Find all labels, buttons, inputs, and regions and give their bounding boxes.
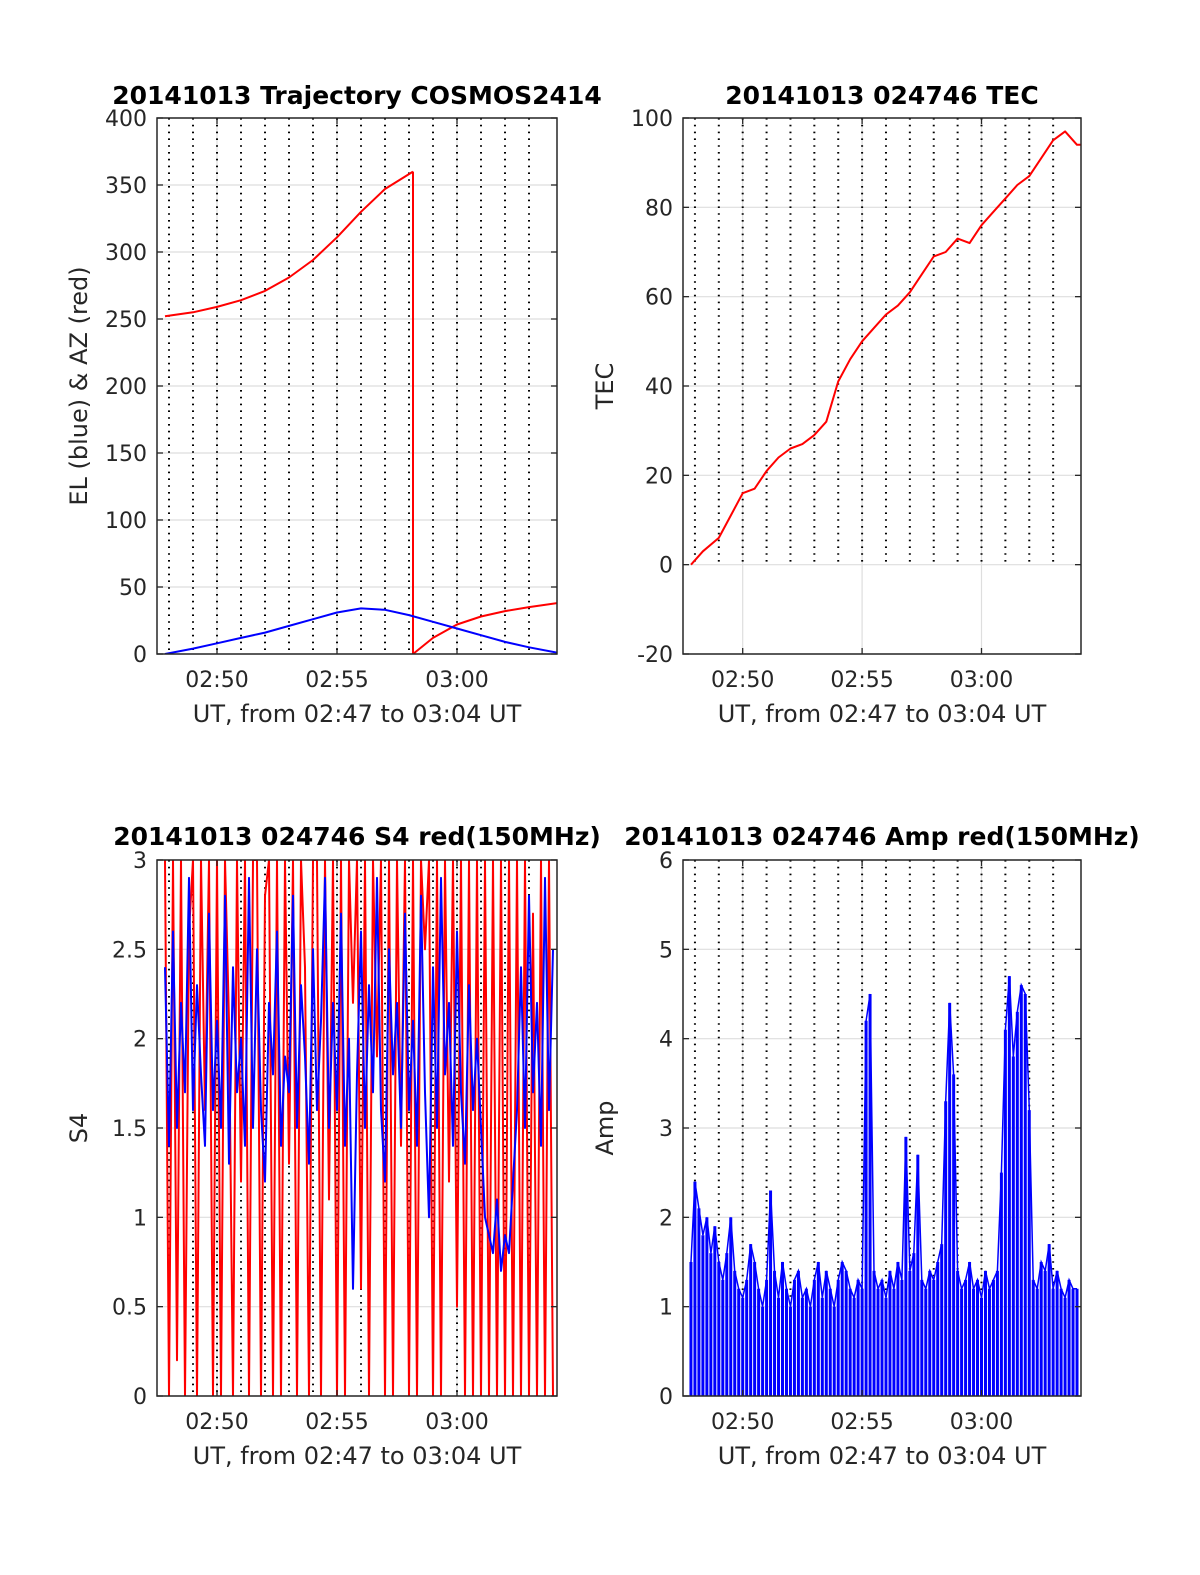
x-tick-label: 02:55 [305, 668, 368, 693]
x-tick-label: 02:50 [185, 668, 248, 693]
y-tick-label: 150 [105, 442, 147, 467]
x-tick-label: 02:55 [305, 1410, 368, 1435]
y-tick-label: 2 [659, 1206, 673, 1231]
y-tick-label: 2.5 [112, 938, 147, 963]
x-axis-label: UT, from 02:47 to 03:04 UT [718, 1442, 1047, 1470]
x-tick-label: 02:50 [711, 668, 774, 693]
chart-trajectory: 0 50 100 150 200 250 300 350 400 02:50 02:55 03:00 U… [65, 81, 602, 728]
plot-area [689, 976, 1079, 1396]
y-tick-label: 350 [105, 174, 147, 199]
x-tick-label: 02:55 [830, 1410, 893, 1435]
y-axis-label: EL (blue) & AZ (red) [65, 266, 93, 505]
chart-title: 20141013 024746 TEC [725, 81, 1038, 110]
plot-area [164, 170, 557, 654]
y-tick-label: 100 [631, 107, 673, 132]
chart-amp: 0 1 2 3 4 5 6 02:50 02:55 03:00 UT, from 02:47 to … [591, 822, 1140, 1470]
y-tick-label: 2 [133, 1028, 147, 1053]
x-tick-label: 02:55 [830, 668, 893, 693]
y-tick-label: 1 [133, 1206, 147, 1231]
y-tick-label: 3 [659, 1117, 673, 1142]
y-axis-label: Amp [591, 1100, 619, 1155]
y-tick-label: 4 [659, 1028, 673, 1053]
chart-title: 20141013 024746 Amp red(150MHz) [624, 822, 1140, 851]
chart-title: 20141013 Trajectory COSMOS2414 [112, 81, 602, 110]
y-tick-label: 200 [105, 375, 147, 400]
series-line-red [164, 170, 414, 318]
y-tick-label: 0 [659, 1385, 673, 1410]
amp-envelope-line [690, 976, 1077, 1307]
x-axis-label: UT, from 02:47 to 03:04 UT [193, 700, 522, 728]
y-tick-label: 5 [659, 938, 673, 963]
series-line-red [412, 602, 557, 654]
y-tick-label: 1 [659, 1296, 673, 1321]
y-tick-label: 300 [105, 241, 147, 266]
series-line-red [690, 130, 1081, 566]
x-axis-label: UT, from 02:47 to 03:04 UT [193, 1442, 522, 1470]
chart-title: 20141013 024746 S4 red(150MHz) [113, 822, 601, 851]
y-tick-label: 20 [645, 464, 673, 489]
y-tick-label: 400 [105, 107, 147, 132]
y-tick-label: -20 [637, 643, 673, 668]
chart-s4: 0 0.5 1 1.5 2 2.5 3 02:50 02:55 03:00 UT, from 02:… [65, 822, 601, 1470]
y-tick-label: 60 [645, 286, 673, 311]
y-tick-label: 0 [133, 1385, 147, 1410]
y-tick-label: 3 [133, 849, 147, 874]
y-tick-label: 40 [645, 375, 673, 400]
plot-area [690, 130, 1081, 566]
x-tick-label: 02:50 [711, 1410, 774, 1435]
x-tick-label: 03:00 [425, 1410, 488, 1435]
y-tick-label: 0 [659, 554, 673, 579]
x-axis-label: UT, from 02:47 to 03:04 UT [718, 700, 1047, 728]
y-axis-label: S4 [65, 1113, 93, 1144]
y-tick-label: 80 [645, 196, 673, 221]
x-tick-label: 02:50 [185, 1410, 248, 1435]
y-tick-label: 100 [105, 509, 147, 534]
x-tick-label: 03:00 [950, 668, 1013, 693]
series-line-blue [164, 607, 557, 654]
y-tick-label: 6 [659, 849, 673, 874]
y-tick-label: 0.5 [112, 1296, 147, 1321]
y-tick-label: 1.5 [112, 1117, 147, 1142]
y-tick-label: 250 [105, 308, 147, 333]
series-line-blue [164, 876, 554, 1290]
x-tick-label: 03:00 [425, 668, 488, 693]
chart-tec: -20 0 20 40 60 80 100 02:50 02:55 03:00 UT, from 0… [591, 81, 1082, 728]
y-tick-label: 50 [119, 576, 147, 601]
plot-area [164, 860, 554, 1396]
x-tick-label: 03:00 [950, 1410, 1013, 1435]
y-tick-label: 0 [133, 643, 147, 668]
y-axis-label: TEC [591, 363, 619, 411]
